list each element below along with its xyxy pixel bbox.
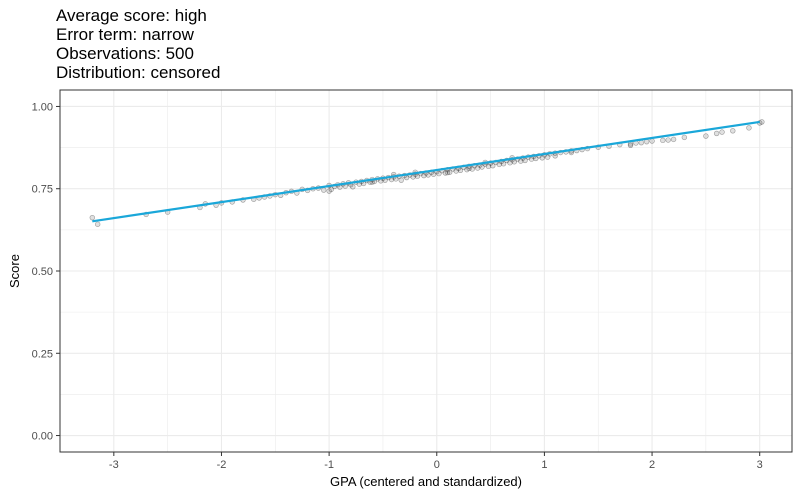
data-point	[496, 161, 502, 168]
data-point	[670, 136, 677, 143]
data-point	[681, 134, 688, 141]
title-line-2: Error term: narrow	[56, 25, 194, 44]
x-tick-label: -2	[217, 459, 227, 471]
data-point	[444, 169, 451, 176]
y-tick-label: 0.75	[32, 184, 53, 196]
title-line-1: Average score: high	[56, 6, 207, 25]
x-tick-label: 1	[541, 459, 547, 471]
data-point	[453, 168, 459, 174]
data-point	[500, 161, 507, 167]
data-point	[321, 187, 327, 193]
data-point	[479, 164, 485, 170]
y-tick-label: 0.25	[32, 348, 53, 360]
x-tick-label: 3	[757, 459, 763, 471]
data-point	[94, 221, 101, 227]
data-point	[627, 142, 634, 148]
data-point	[326, 188, 332, 194]
data-point	[457, 167, 464, 173]
x-tick-label: 0	[434, 459, 440, 471]
data-point	[638, 139, 644, 146]
grid	[59, 90, 792, 452]
chart-title: Average score: high Error term: narrow O…	[56, 6, 220, 82]
data-point	[425, 172, 431, 178]
data-point	[446, 169, 453, 175]
title-line-4: Distribution: censored	[56, 63, 221, 82]
data-point	[552, 153, 558, 159]
x-tick-label: -1	[324, 459, 334, 471]
data-point	[490, 162, 496, 169]
data-point	[649, 138, 655, 144]
data-point	[665, 137, 671, 143]
data-point	[713, 130, 720, 137]
data-point	[469, 166, 475, 172]
y-tick-label: 0.00	[32, 431, 53, 443]
x-tick-label: -3	[109, 459, 119, 471]
data-point	[421, 172, 427, 179]
x-axis-title: GPA (centered and standardized)	[330, 474, 522, 489]
data-point	[507, 160, 513, 166]
data-point	[464, 166, 470, 173]
data-point	[730, 128, 736, 134]
x-axis-ticks: -3 -2 -1 0 1 2 3	[109, 452, 763, 471]
data-point	[436, 170, 442, 177]
data-point	[442, 170, 449, 176]
data-point	[746, 125, 752, 131]
data-point	[466, 165, 472, 172]
y-tick-label: 1.00	[32, 101, 53, 113]
trend-line	[92, 120, 760, 223]
data-point	[474, 165, 481, 171]
data-point	[518, 158, 524, 164]
data-point	[660, 137, 666, 144]
data-point	[430, 171, 437, 177]
data-point	[328, 186, 334, 193]
data-point	[719, 129, 725, 135]
x-tick-label: 2	[649, 459, 655, 471]
y-axis-ticks: 0.00 0.25 0.50 0.75 1.00	[32, 101, 60, 443]
trend-line-group	[92, 120, 760, 223]
data-point	[398, 177, 404, 183]
data-point	[350, 184, 356, 190]
y-axis-title: Score	[7, 254, 22, 288]
data-point	[759, 119, 765, 125]
data-point	[544, 154, 551, 160]
y-tick-label: 0.50	[32, 266, 53, 278]
data-point	[89, 214, 95, 221]
data-point	[703, 133, 709, 139]
data-point	[522, 157, 528, 164]
data-point	[485, 163, 492, 170]
title-line-3: Observations: 500	[56, 44, 194, 63]
